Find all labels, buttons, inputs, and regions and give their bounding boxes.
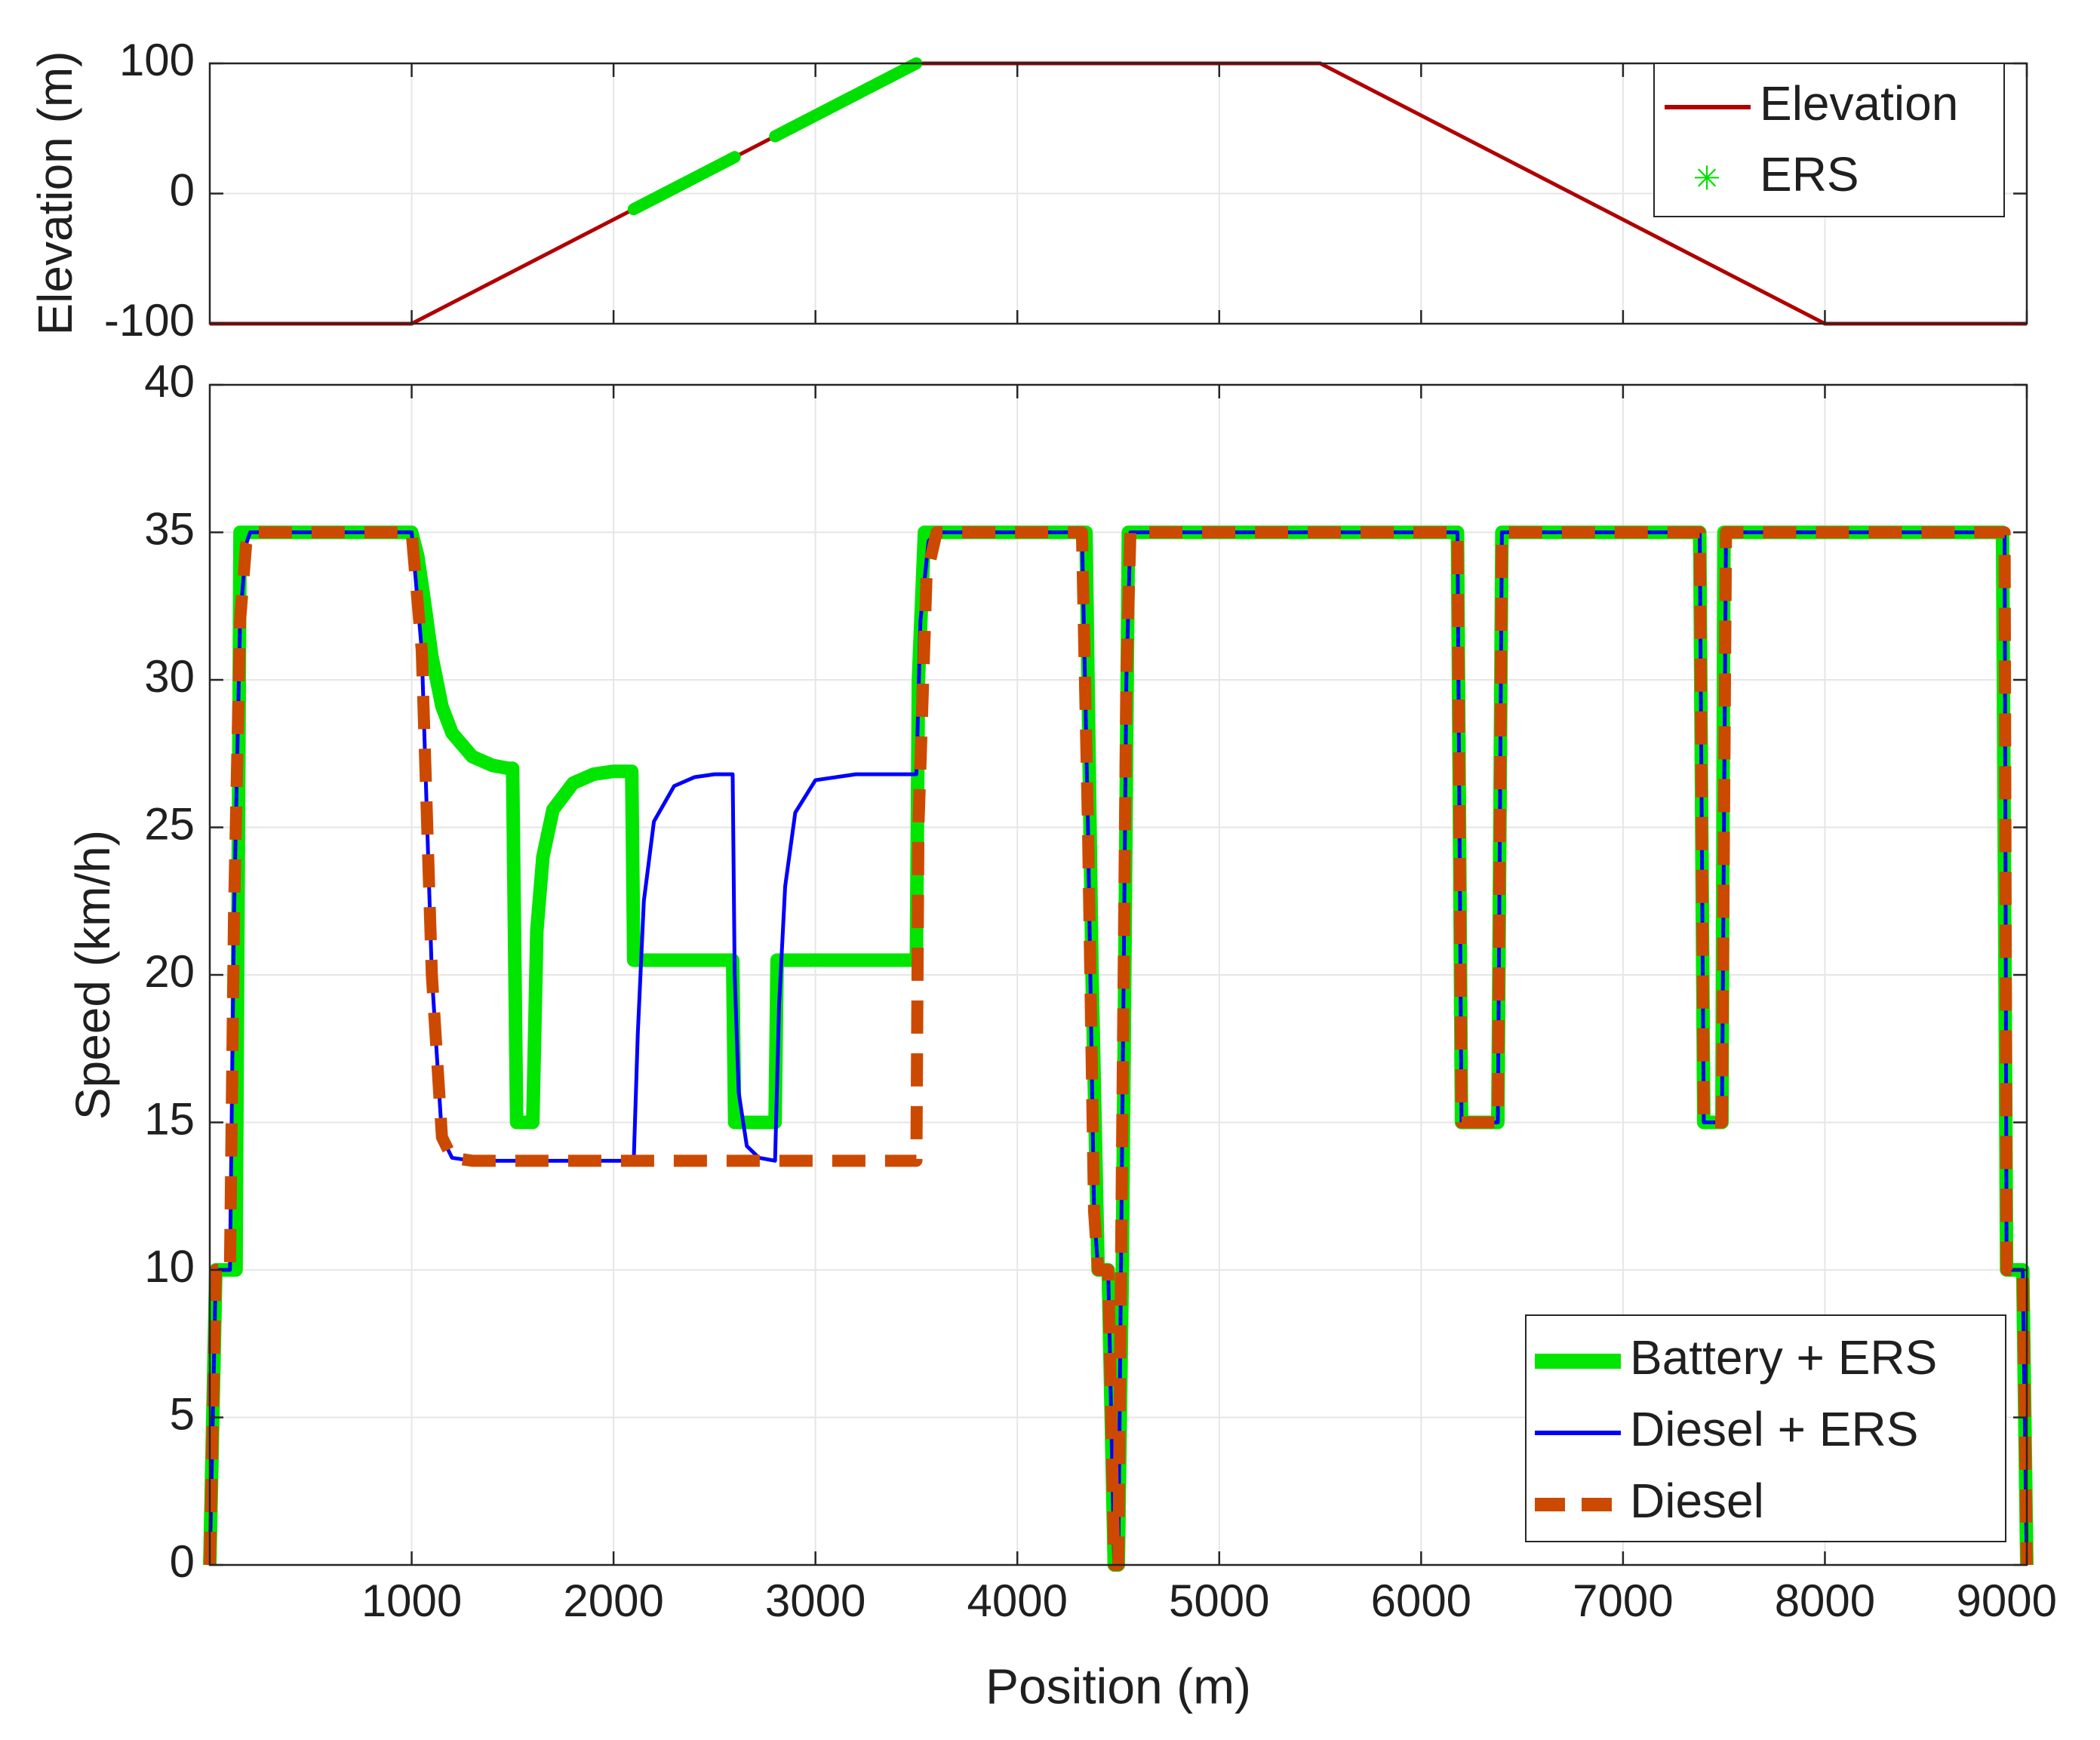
speed-series: [203, 525, 2034, 1572]
speed-y-tick-label: 20: [144, 946, 195, 997]
speed-x-ticks: 1000 2000 3000 4000 5000 6000 7000 8000 9000: [361, 385, 2057, 1626]
speed-y-tick-label: 5: [170, 1388, 195, 1439]
legend-diesel-ers-label: Diesel + ERS: [1630, 1402, 1918, 1456]
elevation-y-ticks: -100 0 100: [104, 35, 2027, 346]
diesel-line: [204, 526, 2033, 1571]
speed-x-tick-label: 8000: [1775, 1576, 1875, 1626]
elevation-panel: -100 0 100 Elevation (m) Elevation ✳ ERS: [28, 35, 2028, 346]
elevation-y-tick-label: -100: [104, 295, 195, 346]
speed-y-tick-label: 15: [144, 1093, 195, 1144]
elevation-y-tick-label: 0: [170, 164, 195, 215]
speed-y-tick-label: 25: [144, 798, 195, 849]
speed-x-tick-label: 2000: [563, 1576, 663, 1626]
elevation-legend: Elevation ✳ ERS: [1653, 63, 2005, 217]
elevation-legend-box: [1653, 63, 2005, 217]
ers-segment: [627, 151, 741, 216]
speed-x-tick-label: 1000: [361, 1576, 462, 1626]
speed-y-tick-label: 10: [144, 1241, 195, 1292]
speed-panel: 0 5 10 15 20 25 30 35 40 1000 2000 3000 4000 5000 600…: [66, 356, 2057, 1714]
speed-x-tick-label: 7000: [1573, 1576, 1673, 1626]
speed-x-tick-label: 3000: [765, 1576, 866, 1626]
speed-x-tick-label: 6000: [1371, 1576, 1471, 1626]
speed-y-ticks: 0 5 10 15 20 25 30 35 40: [144, 356, 2027, 1587]
speed-y-tick-label: 40: [144, 356, 195, 407]
speed-x-tick-label: 5000: [1169, 1576, 1269, 1626]
legend-elevation-label: Elevation: [1760, 76, 1958, 131]
elevation-y-axis-label: Elevation (m): [28, 51, 82, 336]
speed-x-tick-label: 4000: [967, 1576, 1067, 1626]
speed-y-axis-label: Speed (km/h): [66, 830, 120, 1120]
legend-ers-label: ERS: [1760, 147, 1859, 201]
legend-ers-marker: ✳: [1693, 161, 1721, 198]
elevation-y-tick-label: 100: [119, 35, 195, 85]
speed-legend: Battery + ERS Diesel + ERS Diesel: [1525, 1314, 2006, 1542]
speed-y-tick-label: 35: [144, 503, 195, 554]
speed-y-tick-label: 30: [144, 651, 195, 702]
speed-x-tick-label: 9000: [1957, 1576, 2057, 1626]
x-axis-label: Position (m): [985, 1658, 1251, 1714]
legend-battery-ers-label: Battery + ERS: [1630, 1330, 1937, 1385]
ers-segment: [769, 57, 923, 143]
speed-y-tick-label: 0: [170, 1536, 195, 1587]
legend-diesel-label: Diesel: [1630, 1474, 1764, 1528]
